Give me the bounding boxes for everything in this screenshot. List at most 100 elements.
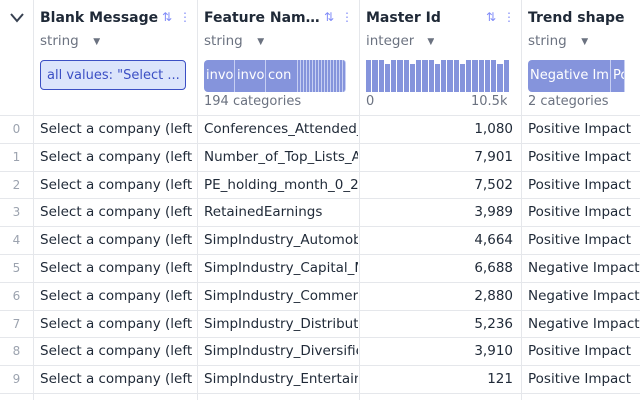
cell: 2,880 (474, 287, 513, 304)
category-segment[interactable] (307, 60, 310, 92)
category-count: 2 categories (528, 94, 609, 109)
cell: 3,910 (474, 343, 513, 360)
histogram-bar[interactable] (372, 60, 378, 92)
category-segment[interactable]: invo (204, 60, 235, 92)
type-dropdown[interactable]: ▼ (93, 37, 101, 47)
column-menu[interactable]: ⋮ (503, 10, 515, 24)
histogram-bar[interactable] (428, 60, 434, 92)
category-segment[interactable] (316, 60, 319, 92)
category-segment[interactable] (331, 60, 334, 92)
row-index: 9 (12, 372, 21, 387)
category-segment[interactable] (340, 60, 343, 92)
column-title[interactable]: Blank Message (40, 10, 159, 26)
histogram-bar[interactable] (472, 60, 478, 92)
cell: Conferences_Attended_ (204, 121, 358, 137)
category-count: 194 categories (204, 94, 302, 109)
cell: 1,080 (474, 121, 513, 137)
category-segment[interactable] (343, 60, 346, 92)
cell: SimpIndustry_Distributo (204, 315, 358, 332)
histogram-bar[interactable] (478, 60, 484, 92)
category-segment[interactable] (301, 60, 304, 92)
cell: 3,989 (474, 204, 513, 221)
cell: Positive Impact (528, 148, 632, 165)
histogram-bar[interactable] (397, 60, 403, 92)
row-divider (0, 393, 640, 394)
cell: SimpIndustry_Capital_M (204, 260, 358, 276)
sort-button[interactable]: ⇅ (324, 10, 335, 24)
category-segment[interactable] (310, 60, 313, 92)
category-segment[interactable] (328, 60, 331, 92)
cell: Select a company (left pa (40, 343, 196, 360)
column-menu[interactable]: ⋮ (341, 10, 353, 24)
cell: Select a company (left pa (40, 260, 196, 276)
histogram-bar[interactable] (409, 63, 416, 92)
histogram-bar[interactable] (434, 63, 441, 92)
histogram-bar[interactable] (378, 60, 384, 92)
category-segment[interactable] (337, 60, 340, 92)
histogram-bar[interactable] (366, 60, 372, 92)
category-segment[interactable]: con (266, 60, 298, 92)
category-segment[interactable]: Pos (611, 60, 625, 92)
row-divider (0, 337, 640, 339)
histogram-bar[interactable] (497, 63, 503, 92)
sort-button[interactable]: ⇅ (486, 10, 497, 24)
category-segment[interactable] (334, 60, 337, 92)
type-dropdown[interactable]: ▼ (427, 37, 435, 47)
row-divider (0, 365, 640, 367)
column-title[interactable]: Master Id (366, 10, 441, 26)
column-divider (359, 0, 360, 400)
column-title[interactable]: Trend shape (528, 10, 625, 26)
row-index: 8 (12, 344, 21, 359)
cell: Positive Impact (528, 343, 632, 360)
histogram-bar[interactable] (403, 60, 409, 92)
histogram-bar[interactable] (484, 60, 491, 92)
cell: Select a company (left pa (40, 287, 196, 304)
category-segment[interactable]: invo (235, 60, 266, 92)
row-divider (0, 142, 640, 144)
filter-chip[interactable]: all values: "Select ... (40, 60, 186, 90)
histogram-bar[interactable] (459, 63, 466, 92)
histogram-bar[interactable] (503, 60, 509, 92)
column-type: integer (366, 33, 415, 49)
type-dropdown[interactable]: ▼ (581, 37, 589, 47)
histogram-bar[interactable] (491, 60, 497, 92)
category-segment[interactable]: Negative Imp (528, 60, 611, 92)
cell: Select a company (left pa (40, 204, 196, 221)
cell: SimpIndustry_Automob (204, 232, 358, 249)
histogram-bar[interactable] (447, 60, 453, 92)
cell: Positive Impact (528, 176, 632, 193)
range-max: 10.5k (471, 94, 507, 109)
column-divider (197, 0, 198, 400)
column-menu[interactable]: ⋮ (179, 10, 191, 24)
histogram-bar[interactable] (466, 60, 472, 92)
histogram-bar[interactable] (384, 63, 391, 92)
cell: 121 (487, 371, 513, 388)
histogram-bar[interactable] (391, 60, 397, 92)
category-segment[interactable] (313, 60, 316, 92)
cell: PE_holding_month_0_24 (204, 176, 358, 193)
collapse-toggle[interactable] (9, 12, 25, 24)
category-segment[interactable] (325, 60, 328, 92)
type-dropdown[interactable]: ▼ (257, 37, 265, 47)
category-segment[interactable] (319, 60, 322, 92)
histogram-bar[interactable] (441, 60, 447, 92)
histogram-bar[interactable] (422, 60, 428, 92)
cell: Select a company (left pa (40, 315, 196, 332)
cell: Number_of_Top_Lists_A (204, 148, 358, 165)
row-index: 4 (12, 233, 21, 248)
histogram-bar[interactable] (416, 60, 422, 92)
category-segment[interactable] (298, 60, 301, 92)
row-divider (0, 254, 640, 255)
cell: Positive Impact (528, 204, 632, 221)
category-segment[interactable] (322, 60, 325, 92)
cell: 7,901 (474, 148, 513, 165)
sort-button[interactable]: ⇅ (162, 10, 173, 24)
cell: Select a company (left pa (40, 176, 196, 193)
row-index: 7 (12, 316, 21, 331)
cell: RetainedEarnings (204, 204, 323, 221)
cell: Select a company (left pa (40, 148, 196, 165)
category-segment[interactable] (304, 60, 307, 92)
column-title[interactable]: Feature Name... (204, 10, 322, 26)
histogram-bar[interactable] (453, 60, 459, 92)
row-index: 5 (12, 261, 21, 275)
